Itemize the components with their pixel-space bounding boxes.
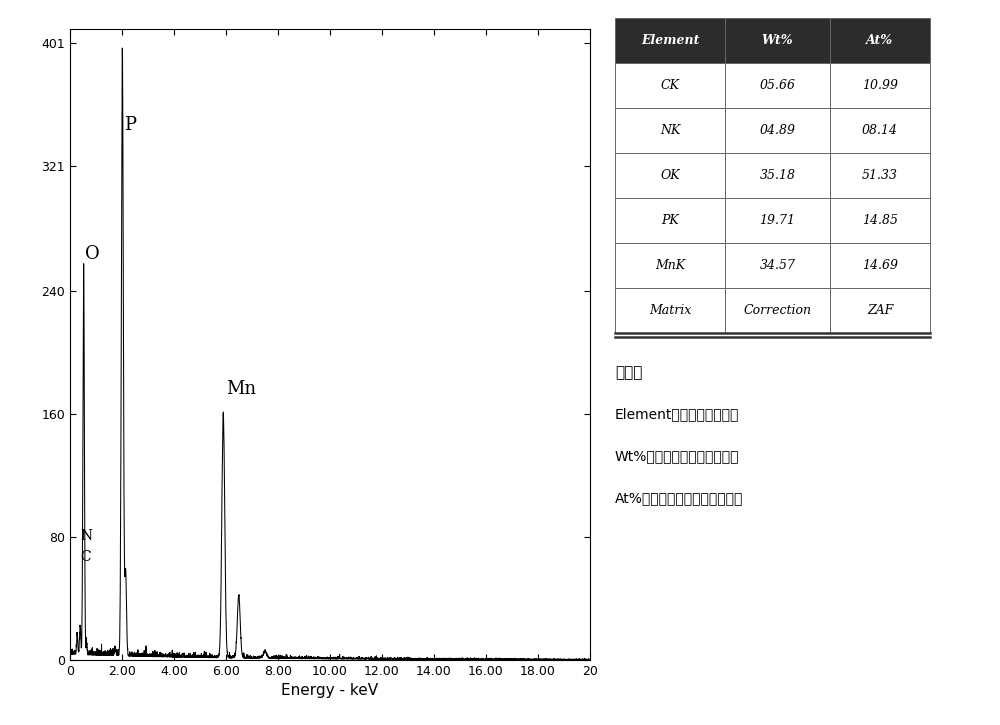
Text: NK: NK	[660, 124, 680, 137]
Text: 04.89: 04.89	[760, 124, 796, 137]
Text: Mn: Mn	[226, 380, 256, 398]
Text: C: C	[80, 550, 91, 564]
Text: MnK: MnK	[655, 259, 685, 272]
Text: PK: PK	[661, 214, 679, 227]
Text: 14.85: 14.85	[862, 214, 898, 227]
Text: Correction: Correction	[744, 304, 812, 317]
Text: At%：（元素）原子数百分数。: At%：（元素）原子数百分数。	[615, 492, 743, 505]
Text: N: N	[80, 529, 92, 543]
Text: Element: Element	[641, 34, 699, 47]
Text: OK: OK	[660, 169, 680, 182]
Text: 35.18: 35.18	[760, 169, 796, 182]
Text: Wt%: Wt%	[762, 34, 793, 47]
Text: P: P	[124, 115, 136, 133]
Text: Element：元素（种类）；: Element：元素（种类）；	[615, 407, 739, 421]
Text: ZAF: ZAF	[867, 304, 893, 317]
Text: 10.99: 10.99	[862, 79, 898, 92]
Text: 注释：: 注释：	[615, 365, 642, 381]
Text: At%: At%	[866, 34, 894, 47]
Text: Matrix: Matrix	[649, 304, 691, 317]
Text: 05.66: 05.66	[760, 79, 796, 92]
Text: 08.14: 08.14	[862, 124, 898, 137]
Text: Wt%：（元素）质量百分数；: Wt%：（元素）质量百分数；	[615, 450, 740, 463]
Text: 19.71: 19.71	[760, 214, 796, 227]
Text: 51.33: 51.33	[862, 169, 898, 182]
Text: 14.69: 14.69	[862, 259, 898, 272]
Text: CK: CK	[660, 79, 679, 92]
Text: 34.57: 34.57	[760, 259, 796, 272]
X-axis label: Energy - keV: Energy - keV	[281, 683, 379, 698]
Text: O: O	[85, 245, 99, 263]
